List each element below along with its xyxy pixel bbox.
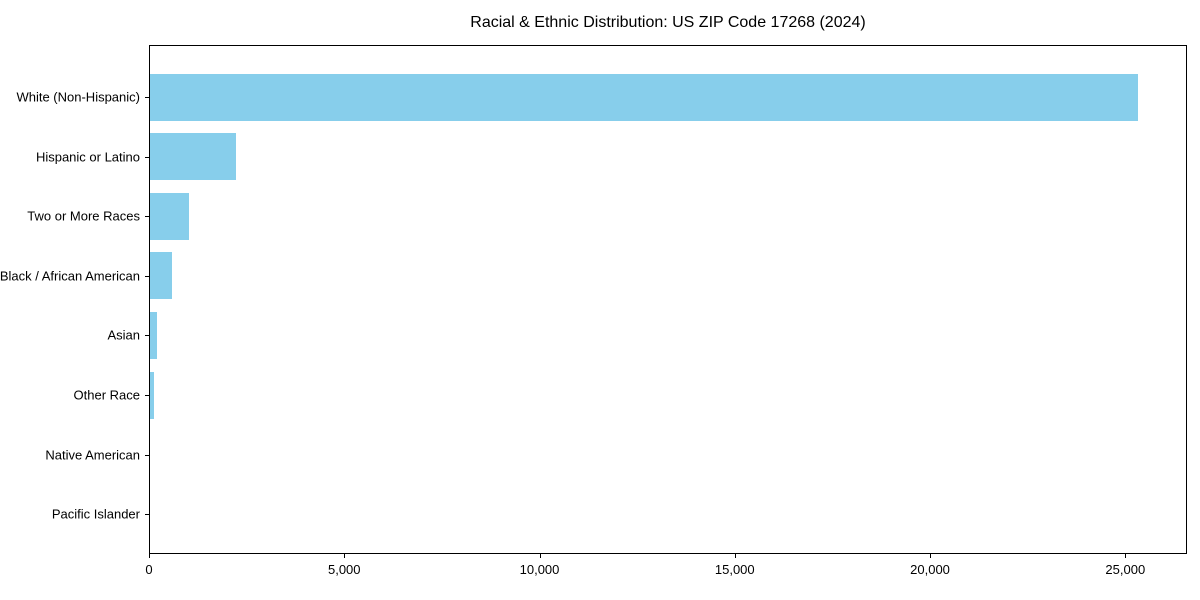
y-tick-label: Hispanic or Latino [35, 149, 140, 165]
y-tick-mark [145, 335, 149, 337]
y-tick-mark [145, 454, 149, 456]
y-tick-label: Pacific Islander [51, 506, 140, 522]
y-tick-mark [145, 514, 149, 516]
y-tick-label: Black / African American [0, 268, 140, 284]
y-tick-label: Asian [107, 327, 140, 343]
bar-two-or-more-races [150, 192, 190, 240]
x-tick-label: 20,000 [910, 562, 950, 577]
x-tick-mark [930, 554, 932, 558]
bar-white-non-hispanic [150, 73, 1138, 121]
y-tick-label: Other Race [73, 387, 140, 403]
y-tick-mark [145, 216, 149, 218]
x-tick-mark [344, 554, 346, 558]
y-tick-mark [145, 275, 149, 277]
y-tick-label: White (Non-Hispanic) [16, 89, 140, 105]
x-tick-mark [149, 554, 150, 558]
x-tick-label: 0 [145, 562, 153, 577]
y-tick-mark [145, 395, 149, 396]
x-tick-label: 5,000 [327, 562, 361, 577]
y-tick-mark [145, 97, 149, 98]
bar-hispanic-or-latino [150, 133, 236, 181]
y-tick-label: Native American [45, 447, 140, 463]
x-tick-mark [1125, 554, 1127, 558]
x-tick-label: 10,000 [519, 562, 560, 577]
x-tick-label: 25,000 [1105, 562, 1146, 577]
x-tick-mark [734, 554, 736, 558]
plot-area [149, 45, 1187, 554]
bar-other-race [150, 371, 154, 419]
chart-title: Racial & Ethnic Distribution: US ZIP Cod… [470, 14, 866, 31]
y-tick-mark [145, 156, 149, 158]
bar-black-african-american [150, 252, 172, 300]
x-tick-mark [539, 554, 541, 558]
y-tick-label: Two or More Races [27, 208, 140, 224]
bar-asian [150, 311, 157, 359]
x-tick-label: 15,000 [714, 562, 755, 577]
